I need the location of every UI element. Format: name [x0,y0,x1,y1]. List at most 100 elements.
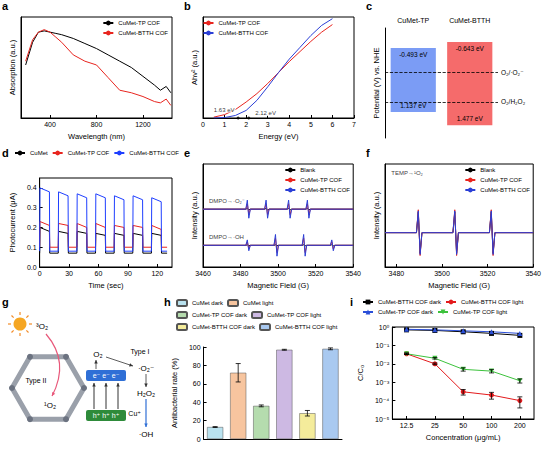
svg-text:0.1: 0.1 [27,244,37,251]
svg-text:CuMet-BTTH COF: CuMet-BTTH COF [219,30,269,36]
svg-text:CuMet-TP COF: CuMet-TP COF [300,177,342,183]
svg-text:CuMet-TP COF dark: CuMet-TP COF dark [192,312,248,318]
svg-text:i: i [350,296,353,308]
svg-text:1.63 eV: 1.63 eV [214,107,235,113]
svg-text:1.137 eV: 1.137 eV [400,102,427,109]
svg-text:3460: 3460 [195,270,211,277]
svg-text:C/C₀: C/C₀ [356,365,365,381]
svg-text:CuMet-BTTH COF dark: CuMet-BTTH COF dark [192,324,256,330]
svg-text:10⁻¹: 10⁻¹ [376,342,390,349]
svg-text:20: 20 [193,417,201,424]
svg-text:3540: 3540 [345,270,361,277]
svg-text:1200: 1200 [135,121,151,128]
svg-text:1.477 eV: 1.477 eV [457,115,484,122]
svg-text:0: 0 [201,121,205,128]
svg-text:0.2: 0.2 [27,224,37,231]
svg-text:Intensity (a.u.): Intensity (a.u.) [372,191,381,239]
svg-text:3480: 3480 [233,270,249,277]
svg-text:CuMet-BTTH COF: CuMet-BTTH COF [300,187,350,193]
svg-text:0: 0 [38,270,42,277]
svg-text:CuMet-BTTH COF light: CuMet-BTTH COF light [275,324,338,330]
svg-text:Cu⁺: Cu⁺ [128,410,141,417]
svg-text:CuMet-BTTH COF: CuMet-BTTH COF [118,30,168,36]
svg-text:Time (sec): Time (sec) [88,281,124,290]
svg-text:CuMet light: CuMet light [243,300,274,306]
svg-text:0.3: 0.3 [27,204,37,211]
svg-text:Photocurrent (μA): Photocurrent (μA) [8,192,17,252]
svg-text:c: c [366,0,372,12]
svg-text:10⁰: 10⁰ [379,324,390,331]
svg-text:g: g [2,296,9,308]
svg-text:DMPO→·OH: DMPO→·OH [209,234,244,240]
svg-text:3500: 3500 [434,270,450,277]
svg-text:2.12 eV: 2.12 eV [255,110,276,116]
svg-text:100: 100 [189,344,201,351]
svg-text:h⁺ h⁺ h⁺: h⁺ h⁺ h⁺ [93,412,120,419]
svg-text:0.0: 0.0 [27,264,37,271]
svg-text:7: 7 [352,121,356,128]
svg-text:3520: 3520 [308,270,324,277]
svg-text:100: 100 [486,422,498,429]
svg-text:e⁻ e⁻ e⁻: e⁻ e⁻ e⁻ [93,372,120,379]
svg-text:f: f [366,147,370,159]
svg-text:e: e [184,147,190,159]
svg-text:CuMet-BTTH COF: CuMet-BTTH COF [129,150,179,156]
svg-text:2: 2 [244,121,248,128]
svg-text:CuMet-BTTH COF dark: CuMet-BTTH COF dark [378,299,442,305]
svg-text:40: 40 [193,399,201,406]
svg-text:CuMet-TP COF: CuMet-TP COF [68,150,110,156]
svg-text:25: 25 [431,422,439,429]
svg-text:Magnetic Field (G): Magnetic Field (G) [247,281,309,290]
svg-text:CuMet dark: CuMet dark [192,300,224,306]
svg-text:6: 6 [330,121,334,128]
svg-text:H₂O₂: H₂O₂ [137,389,155,398]
svg-text:0.4: 0.4 [27,184,37,191]
svg-text:CuMet-BTTH: CuMet-BTTH [449,17,490,24]
svg-text:3480: 3480 [389,270,405,277]
svg-text:Magnetic Field (G): Magnetic Field (G) [428,281,490,290]
svg-text:Blank: Blank [300,167,316,173]
svg-text:CuMet-TP COF: CuMet-TP COF [480,177,522,183]
svg-text:Potential (V) vs. NHE: Potential (V) vs. NHE [372,48,381,119]
svg-text:Wavelength (nm): Wavelength (nm) [68,132,125,141]
svg-text:5: 5 [309,121,313,128]
svg-text:120: 120 [151,270,163,277]
svg-text:4: 4 [287,121,291,128]
svg-text:60: 60 [95,270,103,277]
svg-text:a: a [2,0,9,12]
svg-text:-0.643 eV: -0.643 eV [456,45,485,52]
svg-text:CuMet-TP COF dark: CuMet-TP COF dark [378,309,434,315]
svg-text:10⁻⁴: 10⁻⁴ [375,397,390,404]
svg-text:Antibacterial rate (%): Antibacterial rate (%) [170,357,179,428]
svg-text:h: h [164,296,171,308]
svg-text:30: 30 [65,270,73,277]
svg-text:Type II: Type II [25,377,46,385]
svg-text:CuMet: CuMet [30,150,48,156]
svg-text:Intensity (a.u.): Intensity (a.u.) [190,191,199,239]
svg-text:CuMet-TP: CuMet-TP [397,17,429,24]
svg-text:Blank: Blank [480,167,496,173]
svg-text:80: 80 [193,362,201,369]
svg-text:O₂/·O₂⁻: O₂/·O₂⁻ [501,69,524,76]
svg-text:50: 50 [459,422,467,429]
svg-text:90: 90 [124,270,132,277]
svg-text:¹O₂: ¹O₂ [44,401,56,410]
svg-text:O₂/H₂O₂: O₂/H₂O₂ [501,98,526,105]
svg-text:3540: 3540 [525,270,541,277]
svg-text:-0.493 eV: -0.493 eV [399,51,428,58]
svg-text:3500: 3500 [270,270,286,277]
svg-text:10⁻²: 10⁻² [376,360,390,367]
svg-text:3: 3 [266,121,270,128]
svg-text:CuMet-TP COF: CuMet-TP COF [118,20,160,26]
svg-text:CuMet-BTTH COF light: CuMet-BTTH COF light [461,299,524,305]
svg-text:1: 1 [223,121,227,128]
svg-text:DMPO→·O₂⁻: DMPO→·O₂⁻ [209,198,245,204]
svg-text:³O₂: ³O₂ [36,322,48,331]
svg-text:TEMP→¹O₂: TEMP→¹O₂ [391,170,423,176]
svg-text:200: 200 [514,422,526,429]
svg-text:Absorption (a.u.): Absorption (a.u.) [8,39,17,95]
svg-text:Ahv² (a.u.): Ahv² (a.u.) [190,49,199,85]
svg-text:CuMet-TP COF: CuMet-TP COF [219,20,261,26]
svg-text:800: 800 [91,121,103,128]
svg-text:0: 0 [197,436,201,443]
